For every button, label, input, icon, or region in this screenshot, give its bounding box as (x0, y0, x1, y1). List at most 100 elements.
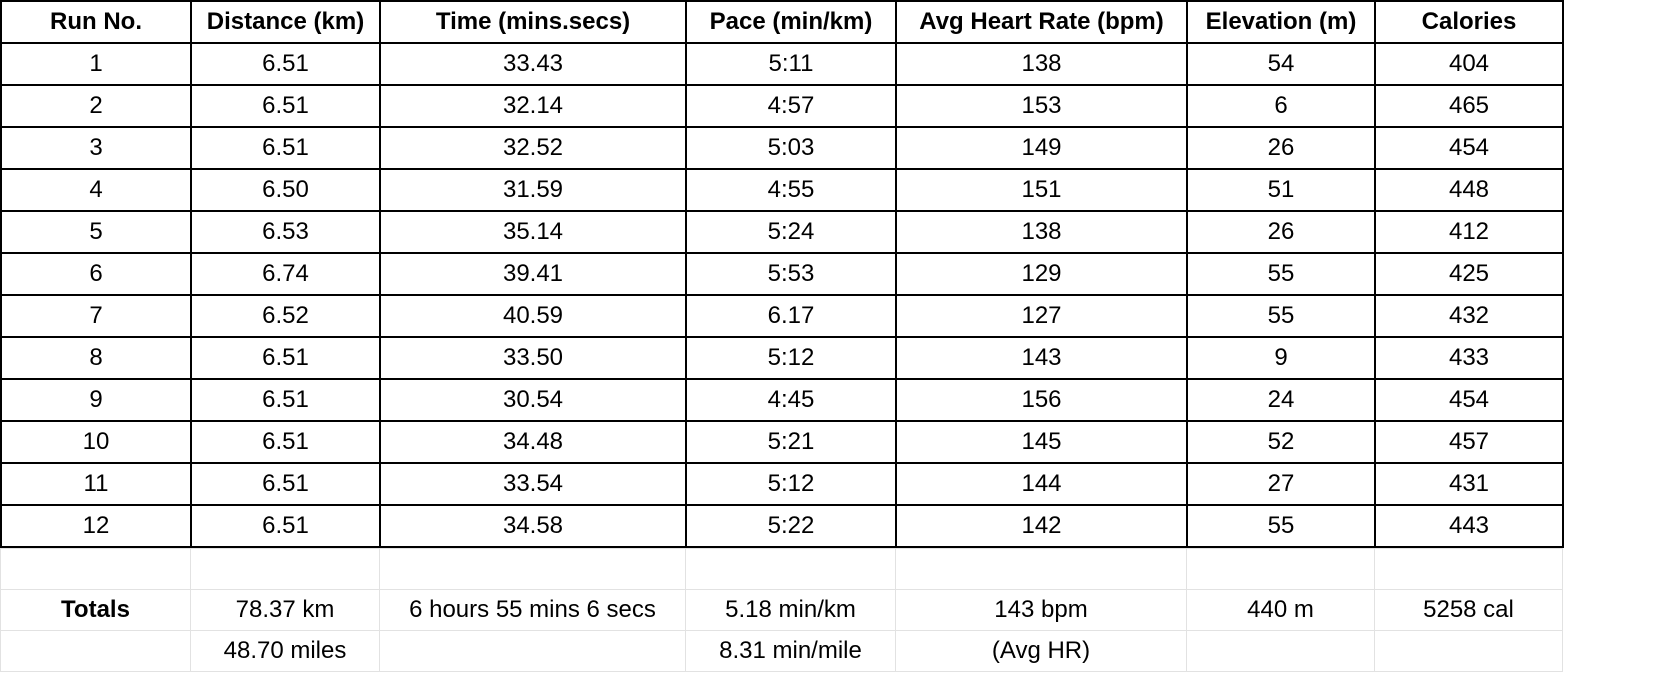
total-distance-km[interactable]: 78.37 km (190, 589, 380, 631)
table-cell[interactable]: 34.48 (379, 420, 687, 464)
table-cell[interactable]: 34.58 (379, 504, 687, 548)
table-cell[interactable]: 6.51 (190, 420, 381, 464)
table-cell[interactable]: 6.51 (190, 462, 381, 506)
table-cell[interactable]: 51 (1186, 168, 1376, 212)
column-header[interactable]: Distance (km) (190, 0, 381, 44)
table-cell[interactable]: 5 (0, 210, 192, 254)
table-cell[interactable]: 35.14 (379, 210, 687, 254)
table-cell[interactable]: 149 (895, 126, 1188, 170)
table-cell[interactable]: 6.51 (190, 126, 381, 170)
total-elevation[interactable]: 440 m (1186, 589, 1375, 631)
table-cell[interactable]: 5:12 (685, 336, 897, 380)
table-cell[interactable]: 431 (1374, 462, 1564, 506)
cell[interactable] (895, 548, 1187, 590)
table-cell[interactable]: 11 (0, 462, 192, 506)
table-cell[interactable]: 5:22 (685, 504, 897, 548)
table-cell[interactable]: 24 (1186, 378, 1376, 422)
table-cell[interactable]: 6.51 (190, 378, 381, 422)
table-cell[interactable]: 7 (0, 294, 192, 338)
table-cell[interactable]: 143 (895, 336, 1188, 380)
table-cell[interactable]: 32.52 (379, 126, 687, 170)
column-header[interactable]: Time (mins.secs) (379, 0, 687, 44)
table-cell[interactable]: 6.52 (190, 294, 381, 338)
table-cell[interactable]: 443 (1374, 504, 1564, 548)
table-cell[interactable]: 3 (0, 126, 192, 170)
table-cell[interactable]: 153 (895, 84, 1188, 128)
total-distance-miles[interactable]: 48.70 miles (190, 630, 380, 672)
totals-label[interactable]: Totals (0, 589, 191, 631)
cell[interactable] (1374, 630, 1563, 672)
table-cell[interactable]: 457 (1374, 420, 1564, 464)
table-cell[interactable]: 465 (1374, 84, 1564, 128)
table-cell[interactable]: 55 (1186, 252, 1376, 296)
table-cell[interactable]: 4:57 (685, 84, 897, 128)
table-cell[interactable]: 5:11 (685, 42, 897, 86)
table-cell[interactable]: 6.50 (190, 168, 381, 212)
table-cell[interactable]: 138 (895, 42, 1188, 86)
table-cell[interactable]: 425 (1374, 252, 1564, 296)
table-cell[interactable]: 30.54 (379, 378, 687, 422)
table-cell[interactable]: 6 (1186, 84, 1376, 128)
avg-pace-km[interactable]: 5.18 min/km (685, 589, 896, 631)
table-cell[interactable]: 33.54 (379, 462, 687, 506)
column-header[interactable]: Elevation (m) (1186, 0, 1376, 44)
table-cell[interactable]: 5:21 (685, 420, 897, 464)
table-cell[interactable]: 6.53 (190, 210, 381, 254)
table-cell[interactable]: 129 (895, 252, 1188, 296)
total-calories[interactable]: 5258 cal (1374, 589, 1563, 631)
table-cell[interactable]: 432 (1374, 294, 1564, 338)
table-cell[interactable]: 12 (0, 504, 192, 548)
cell[interactable] (685, 548, 896, 590)
column-header[interactable]: Pace (min/km) (685, 0, 897, 44)
table-cell[interactable]: 145 (895, 420, 1188, 464)
table-cell[interactable]: 5:24 (685, 210, 897, 254)
table-cell[interactable]: 5:12 (685, 462, 897, 506)
table-cell[interactable]: 433 (1374, 336, 1564, 380)
table-cell[interactable]: 55 (1186, 294, 1376, 338)
table-cell[interactable]: 412 (1374, 210, 1564, 254)
cell[interactable] (379, 630, 686, 672)
table-cell[interactable]: 4 (0, 168, 192, 212)
table-cell[interactable]: 151 (895, 168, 1188, 212)
table-cell[interactable]: 6.51 (190, 336, 381, 380)
table-cell[interactable]: 2 (0, 84, 192, 128)
column-header[interactable]: Calories (1374, 0, 1564, 44)
table-cell[interactable]: 404 (1374, 42, 1564, 86)
cell[interactable] (1186, 548, 1375, 590)
cell[interactable] (0, 548, 191, 590)
table-cell[interactable]: 33.50 (379, 336, 687, 380)
table-cell[interactable]: 454 (1374, 126, 1564, 170)
avg-hr-note[interactable]: (Avg HR) (895, 630, 1187, 672)
table-cell[interactable]: 6.74 (190, 252, 381, 296)
cell[interactable] (1374, 548, 1563, 590)
table-cell[interactable]: 6.51 (190, 504, 381, 548)
table-cell[interactable]: 10 (0, 420, 192, 464)
table-cell[interactable]: 138 (895, 210, 1188, 254)
total-time[interactable]: 6 hours 55 mins 6 secs (379, 589, 686, 631)
table-cell[interactable]: 156 (895, 378, 1188, 422)
table-cell[interactable]: 55 (1186, 504, 1376, 548)
table-cell[interactable]: 26 (1186, 126, 1376, 170)
table-cell[interactable]: 5:03 (685, 126, 897, 170)
table-cell[interactable]: 8 (0, 336, 192, 380)
table-cell[interactable]: 40.59 (379, 294, 687, 338)
table-cell[interactable]: 1 (0, 42, 192, 86)
table-cell[interactable]: 27 (1186, 462, 1376, 506)
table-cell[interactable]: 4:55 (685, 168, 897, 212)
table-cell[interactable]: 127 (895, 294, 1188, 338)
table-cell[interactable]: 33.43 (379, 42, 687, 86)
table-cell[interactable]: 32.14 (379, 84, 687, 128)
table-cell[interactable]: 448 (1374, 168, 1564, 212)
table-cell[interactable]: 6.51 (190, 42, 381, 86)
table-cell[interactable]: 31.59 (379, 168, 687, 212)
cell[interactable] (1186, 630, 1375, 672)
table-cell[interactable]: 6 (0, 252, 192, 296)
table-cell[interactable]: 52 (1186, 420, 1376, 464)
table-cell[interactable]: 39.41 (379, 252, 687, 296)
table-cell[interactable]: 9 (1186, 336, 1376, 380)
table-cell[interactable]: 4:45 (685, 378, 897, 422)
table-cell[interactable]: 26 (1186, 210, 1376, 254)
cell[interactable] (0, 630, 191, 672)
column-header[interactable]: Run No. (0, 0, 192, 44)
table-cell[interactable]: 5:53 (685, 252, 897, 296)
